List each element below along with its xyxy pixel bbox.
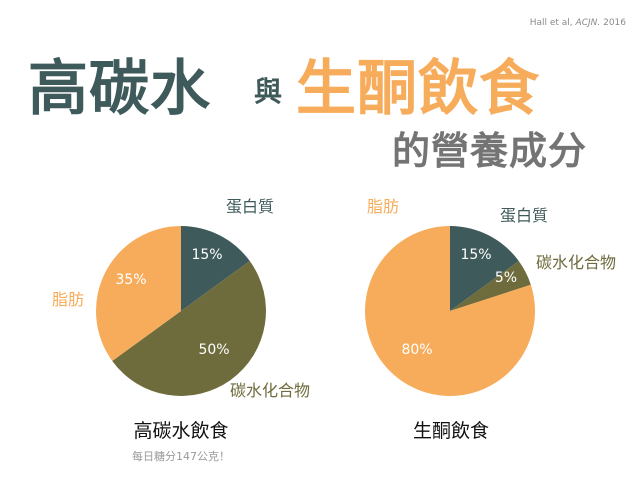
slice-category-label: 碳水化合物 (230, 381, 310, 400)
pie-slice-fat (365, 226, 536, 396)
slice-category-label: 蛋白質 (500, 206, 548, 225)
citation: Hall et al, ACJN. 2016 (530, 18, 626, 28)
citation-authors: Hall et al, (529, 18, 576, 28)
title-high-carb: 高碳水 (28, 54, 211, 124)
slice-category-label: 蛋白質 (226, 197, 274, 216)
slice-category-label: 脂肪 (52, 290, 84, 309)
chart-caption: 高碳水飲食 (133, 420, 228, 442)
slice-category-label: 脂肪 (367, 197, 399, 216)
title-keto: 生酮飲食 (296, 54, 540, 124)
slice-value-label: 50% (198, 342, 229, 358)
pie-slice-carbohydrate (450, 261, 531, 311)
subtitle: 的營養成分 (392, 129, 588, 173)
pie-slice-carbohydrate (112, 261, 266, 396)
citation-journal: ACJN. (575, 18, 601, 28)
pie-slice-protein (181, 226, 250, 311)
chart-caption: 生酮飲食 (413, 420, 489, 442)
slice-value-label: 35% (115, 272, 146, 288)
slice-category-label: 碳水化合物 (536, 253, 616, 272)
citation-year: 2016 (600, 18, 626, 28)
slice-value-label: 15% (191, 247, 222, 263)
slice-value-label: 15% (460, 247, 491, 263)
chart-note: 每日糖分147公克！ (132, 449, 230, 463)
pie-slice-protein (450, 226, 519, 311)
pie-slice-fat (95, 226, 181, 361)
slice-value-label: 80% (401, 342, 432, 358)
slice-value-label: 5% (495, 270, 517, 286)
title-joiner: 與 (254, 75, 283, 108)
